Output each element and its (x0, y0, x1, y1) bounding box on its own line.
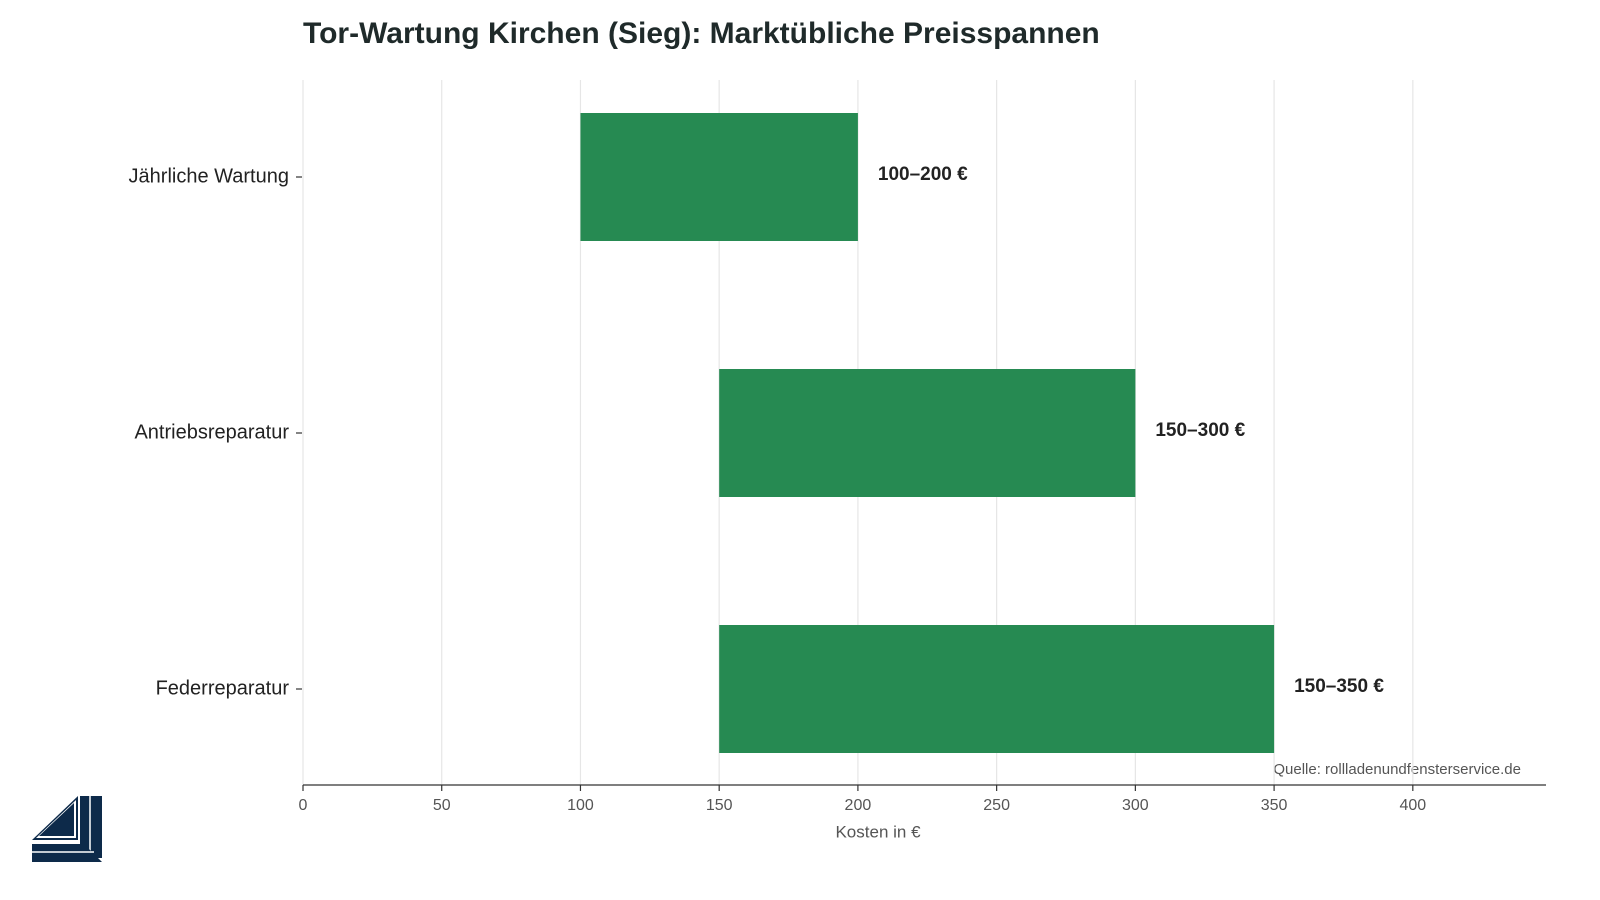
bar (719, 625, 1275, 753)
value-label: 100–200 € (878, 164, 968, 185)
chart-title: Tor-Wartung Kirchen (Sieg): Marktübliche… (303, 17, 1100, 50)
y-tick-label: Antriebsreparatur (134, 421, 289, 443)
x-tick-label: 350 (1261, 797, 1288, 814)
x-tick-label: 0 (299, 797, 308, 814)
y-tick-label: Jährliche Wartung (129, 165, 289, 187)
x-tick-label: 100 (567, 797, 594, 814)
value-label: 150–300 € (1155, 420, 1245, 441)
source: Quelle: rollladenundfensterservice.de (1273, 761, 1521, 778)
x-tick-label: 400 (1399, 797, 1426, 814)
value-label: 150–350 € (1294, 676, 1384, 697)
y-tick-label: Federreparatur (156, 677, 290, 699)
logo (32, 796, 102, 862)
x-tick-label: 150 (706, 797, 733, 814)
bar (719, 369, 1136, 497)
x-axis-label: Kosten in € (835, 822, 921, 841)
x-tick-label: 250 (983, 797, 1010, 814)
x-tick-label: 50 (433, 797, 451, 814)
x-tick-label: 200 (845, 797, 872, 814)
x-tick-label: 300 (1122, 797, 1149, 814)
bar (580, 113, 858, 241)
